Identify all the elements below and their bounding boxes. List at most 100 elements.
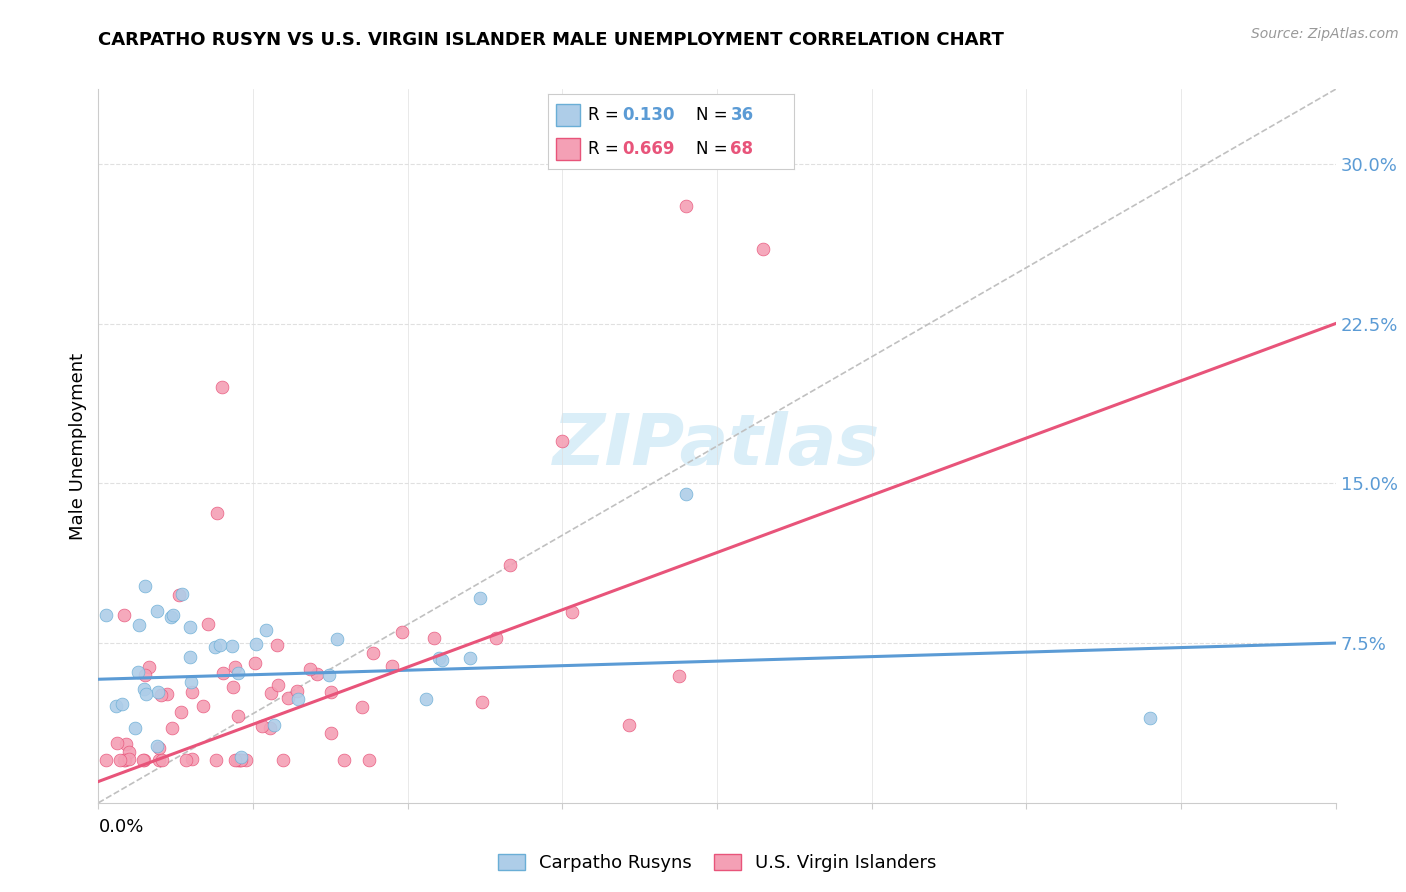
Text: N =: N =	[696, 106, 733, 124]
Point	[224, 659, 246, 673]
Text: R =: R =	[588, 106, 624, 124]
Point	[307, 666, 329, 681]
Point	[226, 753, 249, 767]
Point	[150, 688, 173, 702]
Point	[191, 698, 214, 713]
Text: 0.130: 0.130	[621, 106, 675, 124]
Point	[226, 666, 249, 681]
Text: R =: R =	[588, 140, 624, 158]
Point	[118, 752, 141, 766]
Point	[111, 697, 134, 711]
Point	[148, 741, 170, 756]
Point	[212, 666, 235, 681]
Point	[458, 651, 481, 665]
Point	[617, 718, 640, 732]
Point	[132, 753, 155, 767]
Point	[381, 659, 404, 673]
Text: N =: N =	[696, 140, 733, 158]
Point	[361, 646, 384, 660]
Point	[228, 753, 250, 767]
Point	[96, 753, 118, 767]
Point	[104, 698, 127, 713]
Text: 68: 68	[731, 140, 754, 158]
Bar	[555, 137, 581, 161]
Point	[252, 719, 274, 733]
Point	[752, 242, 775, 256]
Point	[160, 722, 183, 736]
Point	[170, 587, 193, 601]
Point	[229, 753, 252, 767]
Point	[287, 692, 309, 706]
Point	[209, 638, 232, 652]
Point	[485, 631, 508, 645]
Point	[267, 678, 290, 692]
Point	[207, 506, 229, 520]
Point	[229, 750, 252, 764]
Point	[179, 620, 201, 634]
Point	[675, 487, 697, 501]
Point	[176, 753, 198, 767]
Y-axis label: Male Unemployment: Male Unemployment	[69, 352, 87, 540]
Point	[299, 662, 322, 676]
Point	[332, 753, 354, 767]
Point	[204, 640, 226, 655]
Point	[162, 607, 184, 622]
Point	[197, 616, 219, 631]
Point	[423, 631, 446, 645]
Point	[259, 686, 281, 700]
Point	[132, 681, 155, 696]
Text: ZIPatlas: ZIPatlas	[554, 411, 880, 481]
Point	[226, 709, 249, 723]
Point	[167, 588, 190, 602]
Text: 0.669: 0.669	[621, 140, 675, 158]
Point	[128, 618, 150, 632]
Point	[245, 637, 267, 651]
Point	[243, 656, 266, 670]
Point	[551, 434, 574, 448]
Text: Source: ZipAtlas.com: Source: ZipAtlas.com	[1251, 27, 1399, 41]
Point	[561, 606, 583, 620]
Point	[118, 745, 141, 759]
Point	[668, 669, 690, 683]
Point	[114, 753, 136, 767]
Point	[391, 625, 413, 640]
Point	[235, 753, 257, 767]
Point	[132, 753, 155, 767]
Point	[135, 687, 157, 701]
Point	[263, 718, 285, 732]
Point	[285, 684, 308, 698]
Text: 0.0%: 0.0%	[98, 819, 143, 837]
Point	[357, 753, 380, 767]
Text: CARPATHO RUSYN VS U.S. VIRGIN ISLANDER MALE UNEMPLOYMENT CORRELATION CHART: CARPATHO RUSYN VS U.S. VIRGIN ISLANDER M…	[98, 31, 1004, 49]
Point	[468, 591, 491, 605]
Point	[180, 685, 202, 699]
Point	[350, 699, 373, 714]
Point	[124, 721, 146, 735]
Point	[156, 687, 179, 701]
Point	[181, 752, 204, 766]
Point	[170, 705, 193, 719]
Point	[180, 675, 202, 690]
Point	[222, 680, 245, 694]
Point	[138, 660, 160, 674]
Point	[108, 753, 131, 767]
Point	[146, 604, 169, 618]
Point	[325, 632, 347, 647]
Point	[319, 685, 342, 699]
Point	[179, 649, 201, 664]
Point	[148, 753, 170, 767]
Point	[221, 639, 243, 653]
Point	[146, 739, 169, 754]
Point	[112, 607, 135, 622]
Point	[96, 608, 118, 623]
Point	[115, 737, 138, 751]
Point	[259, 721, 281, 735]
Point	[127, 665, 149, 680]
Point	[211, 380, 233, 394]
Point	[266, 638, 288, 652]
Point	[224, 753, 246, 767]
Point	[415, 692, 437, 706]
Point	[160, 610, 183, 624]
Point	[430, 652, 453, 666]
Point	[427, 651, 450, 665]
